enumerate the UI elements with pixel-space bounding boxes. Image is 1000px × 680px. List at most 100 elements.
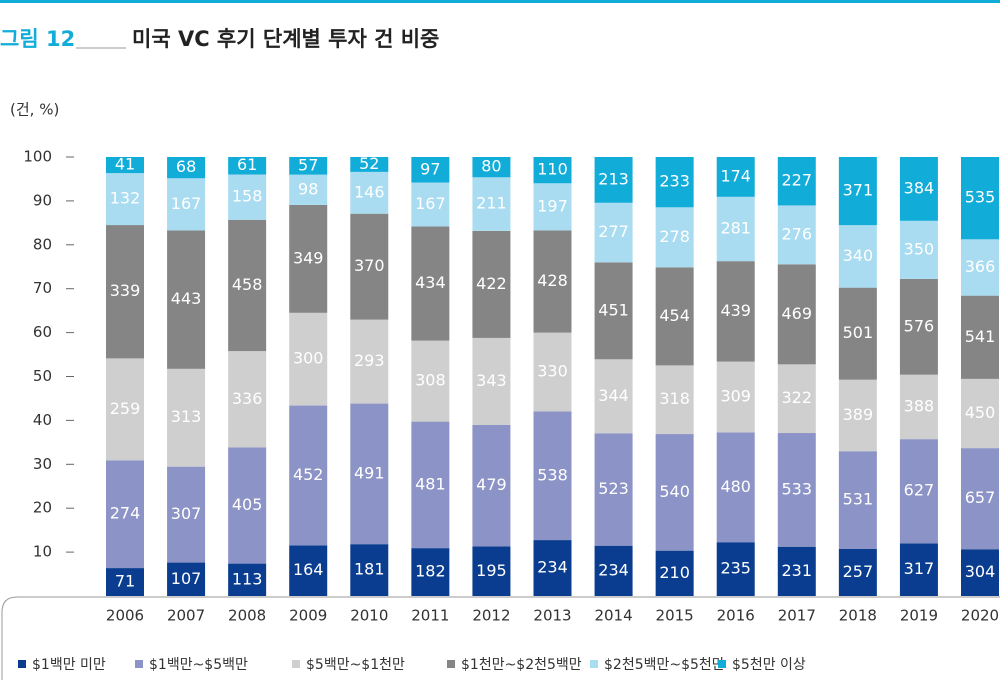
data-label: 307 xyxy=(171,504,202,523)
data-label: 501 xyxy=(843,323,874,342)
bar-segment xyxy=(289,204,328,313)
data-label: 439 xyxy=(720,301,751,320)
data-label: 657 xyxy=(965,488,996,507)
y-tick-label: 50 xyxy=(33,367,52,385)
bar-segment xyxy=(472,424,511,547)
data-label: 370 xyxy=(354,256,385,275)
bar-segment xyxy=(777,205,816,265)
x-tick-label: 2010 xyxy=(350,607,388,625)
data-label: 523 xyxy=(598,479,629,498)
y-tick-label: 90 xyxy=(33,191,52,209)
bar-segment xyxy=(655,550,694,596)
data-label: 41 xyxy=(115,155,135,174)
data-label: 274 xyxy=(110,504,141,523)
data-label: 146 xyxy=(354,182,385,201)
data-label: 132 xyxy=(110,189,141,208)
data-label: 259 xyxy=(110,399,141,418)
data-label: 452 xyxy=(293,465,324,484)
bar-segment xyxy=(106,173,144,226)
data-label: 276 xyxy=(782,224,813,243)
bar-segment xyxy=(655,434,694,551)
x-tick-label: 2020 xyxy=(961,607,999,625)
bar-segment xyxy=(899,278,938,375)
data-label: 61 xyxy=(237,155,257,174)
x-tick-label: 2015 xyxy=(656,607,694,625)
bar-segment xyxy=(533,411,572,541)
x-tick-label: 2007 xyxy=(167,607,205,625)
bar-segment xyxy=(899,220,938,279)
x-tick-label: 2009 xyxy=(289,607,327,625)
bar-segment xyxy=(655,365,694,435)
data-label: 57 xyxy=(298,155,318,174)
bar-segment xyxy=(411,182,450,227)
bar-segment xyxy=(167,157,206,179)
bar-segment xyxy=(716,361,755,433)
x-tick-label: 2006 xyxy=(106,607,144,625)
bar-segment xyxy=(899,157,938,221)
bar-segment xyxy=(167,466,206,563)
data-label: 344 xyxy=(598,386,629,405)
x-tick-label: 2018 xyxy=(839,607,877,625)
data-label: 389 xyxy=(843,405,874,424)
data-label: 313 xyxy=(171,407,202,426)
frame xyxy=(1,596,1000,680)
bar-segment xyxy=(716,157,755,197)
data-label: 213 xyxy=(598,169,629,188)
data-label: 330 xyxy=(537,362,568,381)
data-label: 235 xyxy=(720,559,751,578)
top-rule xyxy=(0,0,1000,3)
bar-segment xyxy=(594,202,633,263)
data-label: 158 xyxy=(232,187,263,206)
data-label: 388 xyxy=(904,396,935,415)
bar-segment xyxy=(777,546,816,596)
data-label: 434 xyxy=(415,273,446,292)
bar-segment xyxy=(228,157,267,175)
data-label: 167 xyxy=(171,194,202,213)
data-label: 164 xyxy=(293,560,324,579)
data-label: 443 xyxy=(171,289,202,308)
legend-label: $2천5백만~$5천만 xyxy=(604,657,725,673)
bar-segment xyxy=(106,460,144,569)
bar-segment xyxy=(350,544,389,596)
bar-segment xyxy=(838,379,877,452)
x-tick-label: 2008 xyxy=(228,607,266,625)
data-label: 533 xyxy=(782,479,813,498)
data-label: 340 xyxy=(843,246,874,265)
data-label: 371 xyxy=(843,181,874,200)
data-label: 211 xyxy=(476,194,507,213)
data-label: 278 xyxy=(659,227,690,246)
data-label: 98 xyxy=(298,179,318,198)
data-label: 197 xyxy=(537,196,568,215)
data-label: 535 xyxy=(965,188,996,207)
bar-segment xyxy=(411,157,450,183)
data-label: 480 xyxy=(720,477,751,496)
data-label: 110 xyxy=(537,160,568,179)
bar-segment xyxy=(716,261,755,362)
bar-segment xyxy=(777,364,816,434)
y-tick-label: 70 xyxy=(33,279,52,297)
data-label: 68 xyxy=(176,157,196,176)
bar-segment xyxy=(655,207,694,268)
bar-segment xyxy=(838,548,877,596)
bar-segment xyxy=(411,226,450,341)
bar-segment xyxy=(533,157,572,184)
bar-segment xyxy=(350,171,389,214)
data-label: 349 xyxy=(293,248,324,267)
data-label: 627 xyxy=(904,481,935,500)
bar-segment xyxy=(289,157,328,175)
bar-segment xyxy=(228,447,267,564)
data-label: 231 xyxy=(782,561,813,580)
bar-segment xyxy=(716,542,755,596)
bar-segment xyxy=(716,196,755,262)
bar-segment xyxy=(472,177,511,231)
data-label: 405 xyxy=(232,495,263,514)
bar-segment xyxy=(533,230,572,333)
data-label: 540 xyxy=(659,482,690,501)
data-label: 234 xyxy=(598,560,629,579)
data-label: 277 xyxy=(598,222,629,241)
bar-segment xyxy=(472,337,511,425)
figure-label: 그림 12 xyxy=(0,27,75,51)
data-label: 234 xyxy=(537,558,568,577)
bar-segment xyxy=(350,403,389,545)
